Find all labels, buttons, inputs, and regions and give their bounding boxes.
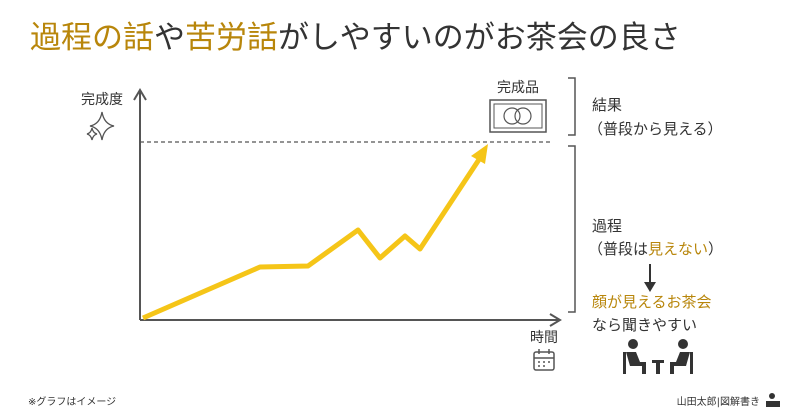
result-note: （普段から見える） xyxy=(588,120,723,138)
process-note: （普段は見えない） xyxy=(588,240,723,258)
product-box-inner xyxy=(493,103,543,129)
bracket xyxy=(568,145,576,313)
title-part: 苦労話 xyxy=(185,20,278,56)
tea-line2: なら聞きやすい xyxy=(592,316,697,334)
x-axis-label: 時間 xyxy=(530,330,558,346)
product-circle xyxy=(503,107,521,125)
title: 過程の話や苦労話がしやすいのがお茶会の良さ xyxy=(30,20,681,56)
down-arrow xyxy=(644,264,656,292)
title-part: がしやすいのがお茶会の良さ xyxy=(278,20,681,56)
credit-icon xyxy=(766,393,780,407)
note-part: （普段は xyxy=(588,240,648,258)
note-part: ） xyxy=(708,240,723,258)
bracket xyxy=(568,77,576,136)
product-label: 完成品 xyxy=(497,80,539,96)
product-circle xyxy=(514,107,532,125)
sparkle-icon xyxy=(86,111,115,141)
axes xyxy=(133,88,562,327)
process-label: 過程 xyxy=(592,217,622,235)
calendar-icon xyxy=(533,349,555,371)
arrow-head xyxy=(471,144,488,164)
title-part: や xyxy=(154,20,185,56)
people-icon xyxy=(623,339,693,374)
title-part: 過程の話 xyxy=(30,20,154,56)
product-box xyxy=(489,99,547,133)
y-axis-label: 完成度 xyxy=(81,92,123,108)
credit: 山田太郎|図解書き xyxy=(677,395,760,408)
tea-line1: 顔が見えるお茶会 xyxy=(592,293,712,311)
footnote: ※グラフはイメージ xyxy=(28,395,116,408)
note-part: 見えない xyxy=(648,240,708,258)
result-label: 結果 xyxy=(592,96,622,114)
progress-line xyxy=(142,156,483,321)
